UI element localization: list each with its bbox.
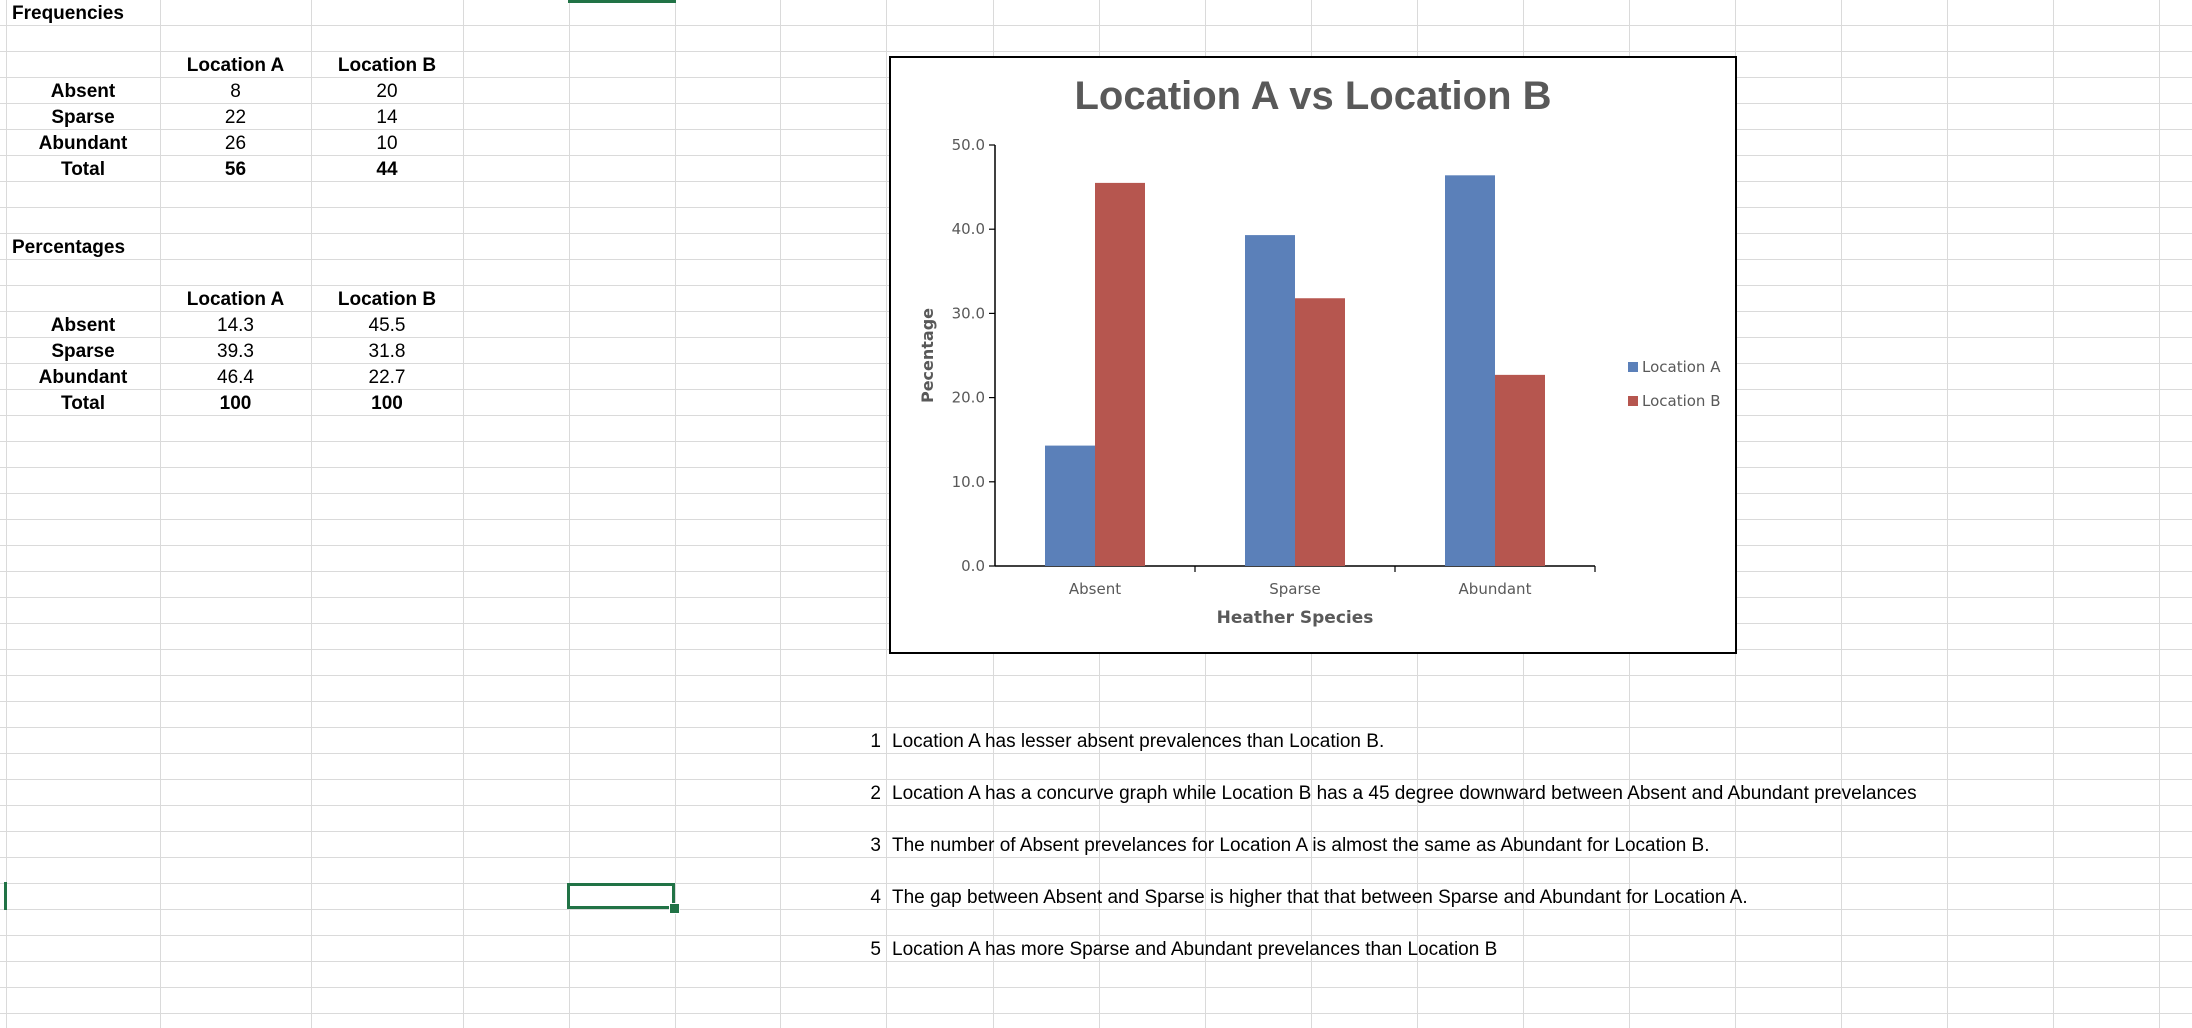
legend-swatch — [1628, 396, 1638, 406]
y-tick-label: 50.0 — [952, 136, 985, 154]
note-text[interactable]: The gap between Absent and Sparse is hig… — [892, 887, 1748, 908]
active-column-indicator — [568, 0, 676, 3]
pct-cell-b[interactable]: 22.7 — [368, 367, 406, 388]
note-number[interactable]: 5 — [870, 939, 881, 960]
fill-handle[interactable] — [669, 903, 680, 914]
pct-row-label[interactable]: Sparse — [51, 341, 115, 362]
y-tick-label: 10.0 — [952, 473, 985, 491]
freq-total-b[interactable]: 44 — [376, 159, 398, 180]
pct-row-label[interactable]: Absent — [50, 315, 116, 336]
freq-row-label[interactable]: Sparse — [51, 107, 115, 128]
freq-cell-b[interactable]: 10 — [376, 133, 398, 154]
bar-location-a-sparse — [1245, 235, 1295, 566]
freq-cell-a[interactable]: 26 — [224, 133, 247, 154]
freq-row-label-total[interactable]: Total — [61, 159, 105, 180]
freq-header-location-a[interactable]: Location A — [186, 55, 285, 76]
note-text[interactable]: Location A has more Sparse and Abundant … — [892, 939, 1498, 960]
y-tick-label: 20.0 — [952, 389, 985, 407]
x-tick-label: Sparse — [1269, 580, 1320, 598]
bar-location-b-abundant — [1495, 374, 1545, 566]
pct-cell-a[interactable]: 46.4 — [217, 367, 254, 388]
percentages-title[interactable]: Percentages — [12, 237, 126, 258]
freq-row-label[interactable]: Abundant — [38, 133, 128, 154]
x-tick-label: Abundant — [1459, 580, 1532, 598]
note-number[interactable]: 1 — [870, 731, 881, 752]
note-text[interactable]: The number of Absent prevelances for Loc… — [892, 835, 1710, 856]
note-number[interactable]: 2 — [870, 783, 881, 804]
pct-header-location-a[interactable]: Location A — [186, 289, 285, 310]
bar-location-b-absent — [1095, 182, 1145, 566]
y-axis-title: Pecentage — [918, 308, 937, 403]
y-tick-label: 0.0 — [961, 557, 985, 575]
embedded-bar-chart[interactable]: Location A vs Location B 0.0 10.0 20.0 30.0… — [889, 56, 1737, 654]
y-tick-label: 40.0 — [952, 220, 985, 238]
bar-location-a-absent — [1045, 445, 1095, 566]
pct-total-b[interactable]: 100 — [371, 393, 403, 414]
chart-title: Location A vs Location B — [1074, 74, 1552, 118]
frequencies-title[interactable]: Frequencies — [12, 3, 124, 24]
legend-swatch — [1628, 362, 1638, 372]
x-tick-label: Absent — [1069, 580, 1121, 598]
x-axis-title: Heather Species — [1217, 608, 1374, 628]
selected-cell[interactable] — [567, 883, 675, 909]
pct-cell-a[interactable]: 39.3 — [217, 341, 254, 362]
pct-row-label[interactable]: Abundant — [38, 367, 128, 388]
note-number[interactable]: 3 — [870, 835, 881, 856]
legend-label: Location A — [1642, 358, 1721, 376]
freq-cell-b[interactable]: 20 — [376, 81, 398, 102]
pct-cell-a[interactable]: 14.3 — [217, 315, 254, 336]
note-number[interactable]: 4 — [870, 887, 881, 908]
pct-total-a[interactable]: 100 — [219, 393, 252, 414]
active-row-indicator — [4, 882, 7, 910]
pct-cell-b[interactable]: 45.5 — [368, 315, 406, 336]
freq-row-label[interactable]: Absent — [50, 81, 116, 102]
freq-header-location-b[interactable]: Location B — [337, 55, 437, 76]
pct-row-label-total[interactable]: Total — [61, 393, 105, 414]
chart-plot-area: 0.0 10.0 20.0 30.0 40.0 50.0 Pecentage Absent Sp… — [918, 136, 1721, 628]
freq-total-a[interactable]: 56 — [224, 159, 247, 180]
bar-location-b-sparse — [1295, 298, 1345, 566]
pct-header-location-b[interactable]: Location B — [337, 289, 437, 310]
note-text[interactable]: Location A has a concurve graph while Lo… — [892, 783, 1917, 804]
legend-label: Location B — [1642, 392, 1721, 410]
note-text[interactable]: Location A has lesser absent prevalences… — [892, 731, 1385, 752]
freq-cell-a[interactable]: 22 — [224, 107, 247, 128]
y-tick-label: 30.0 — [952, 304, 985, 322]
bar-location-a-abundant — [1445, 175, 1495, 566]
freq-cell-a[interactable]: 8 — [230, 81, 241, 102]
freq-cell-b[interactable]: 14 — [376, 107, 398, 128]
pct-cell-b[interactable]: 31.8 — [368, 341, 406, 362]
